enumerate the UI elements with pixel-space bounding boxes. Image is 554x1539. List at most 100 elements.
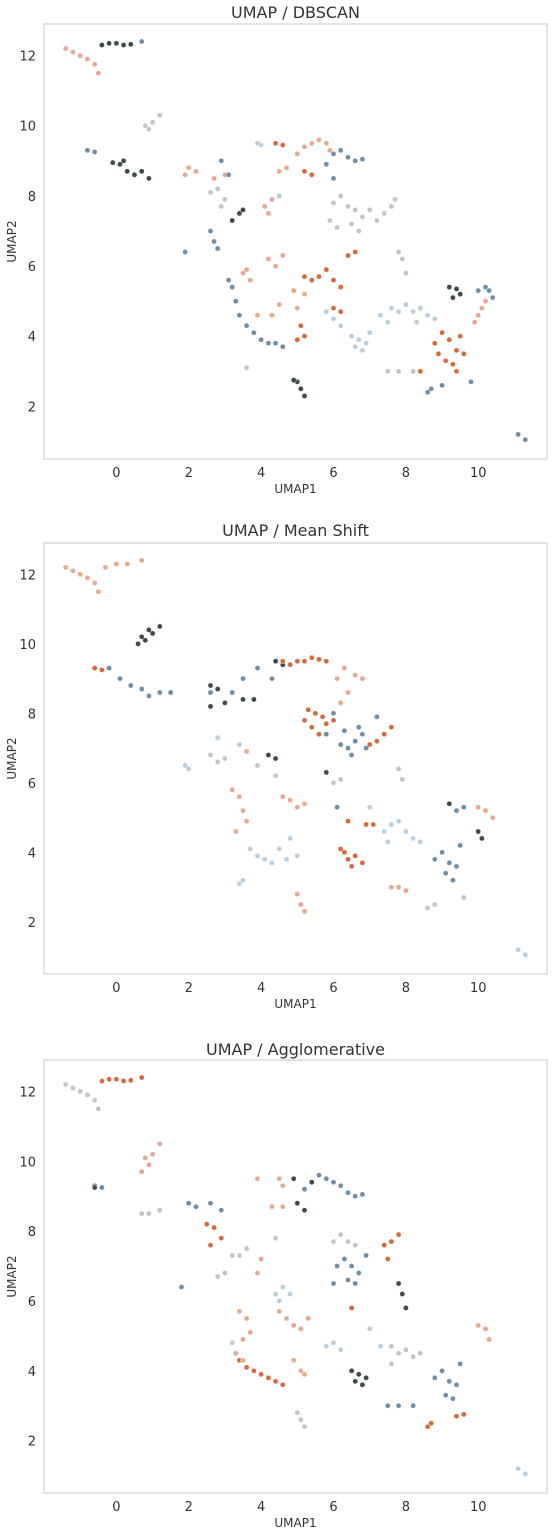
data-point <box>440 330 445 335</box>
y-tick-label: 12 <box>19 50 36 65</box>
data-point <box>335 805 340 810</box>
data-point <box>302 393 307 398</box>
data-point <box>280 659 285 664</box>
data-point <box>396 369 401 374</box>
data-point <box>280 1382 285 1387</box>
data-point <box>331 278 336 283</box>
data-point <box>353 853 358 858</box>
data-point <box>411 369 416 374</box>
data-point <box>298 323 303 328</box>
data-point <box>389 1361 394 1366</box>
data-point <box>255 313 260 318</box>
data-point <box>353 1243 358 1248</box>
data-point <box>96 1106 101 1111</box>
data-point <box>338 777 343 782</box>
data-point <box>255 666 260 671</box>
data-point <box>411 1403 416 1408</box>
data-point <box>237 1253 242 1258</box>
chart-title: UMAP / DBSCAN <box>231 3 360 22</box>
data-point <box>107 1077 112 1082</box>
data-point <box>269 860 274 865</box>
data-point <box>186 766 191 771</box>
data-point <box>360 732 365 737</box>
data-point <box>400 256 405 261</box>
data-point <box>403 1305 408 1310</box>
data-point <box>360 157 365 162</box>
data-point <box>447 337 452 342</box>
data-point <box>230 218 235 223</box>
data-point <box>396 1403 401 1408</box>
data-point <box>342 850 347 855</box>
data-point <box>298 386 303 391</box>
chart-title: UMAP / Agglomerative <box>206 1040 385 1059</box>
data-point <box>230 787 235 792</box>
data-point <box>335 676 340 681</box>
data-point <box>78 53 83 58</box>
data-point <box>269 197 274 202</box>
data-point <box>309 655 314 660</box>
data-point <box>63 46 68 51</box>
data-point <box>345 819 350 824</box>
data-point <box>425 905 430 910</box>
data-point <box>269 1204 274 1209</box>
data-point <box>345 746 350 751</box>
data-point <box>432 1375 437 1380</box>
data-point <box>277 302 282 307</box>
data-point <box>132 172 137 177</box>
data-point <box>490 295 495 300</box>
data-point <box>436 351 441 356</box>
data-point <box>389 306 394 311</box>
data-point <box>338 1232 343 1237</box>
data-point <box>255 763 260 768</box>
data-point <box>288 836 293 841</box>
data-point <box>338 1347 343 1352</box>
data-point <box>364 341 369 346</box>
x-tick-label: 2 <box>185 466 193 481</box>
data-point <box>345 857 350 862</box>
data-point <box>331 1340 336 1345</box>
data-point <box>458 292 463 297</box>
data-point <box>396 249 401 254</box>
data-point <box>389 204 394 209</box>
data-point <box>139 686 144 691</box>
data-point <box>389 725 394 730</box>
data-point <box>269 676 274 681</box>
data-point <box>284 857 289 862</box>
data-point <box>302 801 307 806</box>
data-point <box>295 306 300 311</box>
data-point <box>280 1284 285 1289</box>
data-point <box>269 313 274 318</box>
data-point <box>240 1337 245 1342</box>
y-tick-label: 4 <box>28 1365 36 1380</box>
data-point <box>396 1351 401 1356</box>
data-point <box>302 1424 307 1429</box>
data-point <box>251 330 256 335</box>
data-point <box>240 697 245 702</box>
data-point <box>208 190 213 195</box>
data-point <box>389 885 394 890</box>
data-point <box>215 186 220 191</box>
y-tick-label: 12 <box>19 1085 36 1100</box>
data-point <box>316 732 321 737</box>
data-point <box>208 683 213 688</box>
data-point <box>331 151 336 156</box>
data-point <box>392 197 397 202</box>
data-point <box>96 589 101 594</box>
data-point <box>295 151 300 156</box>
data-point <box>139 558 144 563</box>
data-point <box>78 572 83 577</box>
data-point <box>353 739 358 744</box>
chart-title: UMAP / Mean Shift <box>222 521 369 540</box>
data-point <box>490 815 495 820</box>
data-point <box>273 1236 278 1241</box>
data-point <box>324 659 329 664</box>
data-point <box>273 264 278 269</box>
data-point <box>78 1089 83 1094</box>
data-point <box>259 1256 264 1261</box>
x-tick-label: 4 <box>257 981 265 996</box>
data-point <box>150 1152 155 1157</box>
data-point <box>367 330 372 335</box>
data-point <box>309 172 314 177</box>
